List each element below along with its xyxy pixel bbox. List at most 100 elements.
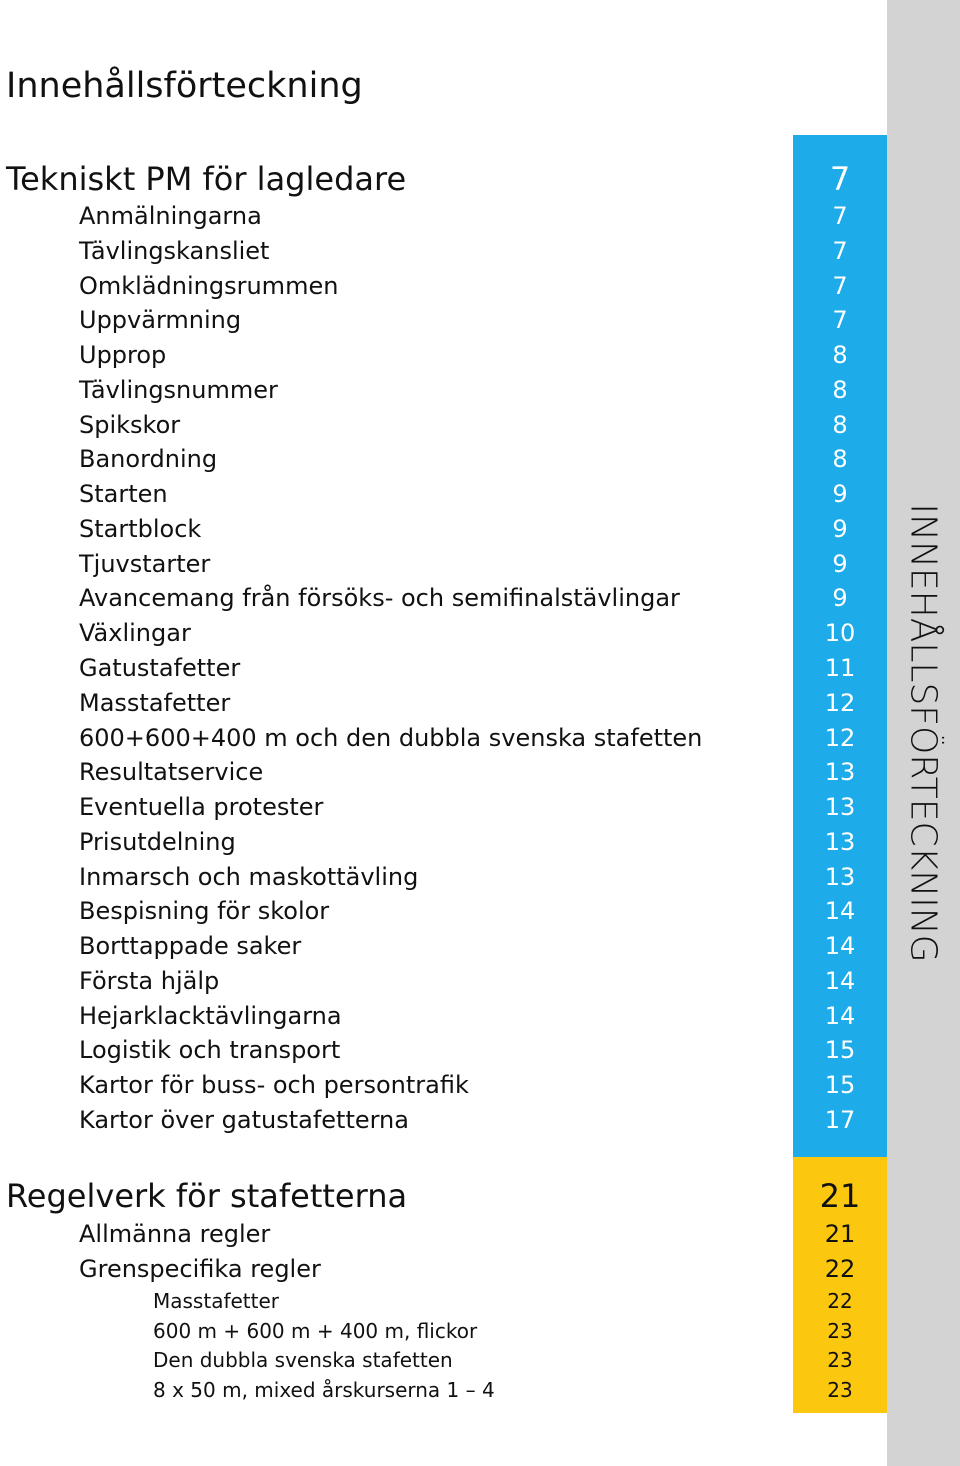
toc-subentry[interactable]: 600 m + 600 m + 400 m, flickor 23 <box>0 1317 860 1345</box>
toc-entry-page-number: 21 <box>824 1220 856 1248</box>
toc-entry-label: Uppvärmning <box>79 306 242 335</box>
toc-subentry[interactable]: 8 x 50 m, mixed årskurserna 1 – 4 23 <box>0 1376 860 1404</box>
toc-entry-page-number: 8 <box>832 341 848 370</box>
toc-entry[interactable]: Tävlingskansliet 7 <box>0 234 860 268</box>
toc-entry[interactable]: Kartor för buss- och persontrafik 15 <box>0 1068 860 1102</box>
toc-entry-label: Kartor för buss- och persontrafik <box>79 1071 469 1100</box>
toc-entry[interactable]: Spikskor 8 <box>0 408 860 442</box>
toc-entry[interactable]: Masstafetter 12 <box>0 686 860 720</box>
toc-entry[interactable]: Anmälningarna 7 <box>0 199 860 233</box>
toc-entry-label: 600+600+400 m och den dubbla svenska sta… <box>79 723 703 752</box>
toc-entry-label: Starten <box>79 480 168 509</box>
toc-entry-page-number: 9 <box>832 584 848 613</box>
toc-entry-page-number: 9 <box>832 514 848 543</box>
toc-entry[interactable]: Uppvärmning 7 <box>0 303 860 337</box>
toc-entry-page-number: 13 <box>824 827 856 856</box>
toc-entry-label: Omklädningsrummen <box>79 271 339 300</box>
toc-entry-page-number: 12 <box>824 688 856 717</box>
toc-subentry-label: 8 x 50 m, mixed årskurserna 1 – 4 <box>153 1378 495 1403</box>
toc-entry[interactable]: Gatustafetter 11 <box>0 651 860 685</box>
toc-entry[interactable]: Allmänna regler 21 <box>0 1217 860 1251</box>
toc-entry-label: Kartor över gatustafetterna <box>79 1106 409 1135</box>
toc-entry-page-number: 8 <box>832 410 848 439</box>
toc-entry-page-number: 22 <box>824 1255 856 1283</box>
toc-entry[interactable]: Första hjälp 14 <box>0 964 860 998</box>
toc-entry[interactable]: Bespisning för skolor 14 <box>0 894 860 928</box>
section-heading[interactable]: Tekniskt PM för lagledare 7 <box>0 159 860 199</box>
toc-entry-page-number: 14 <box>824 932 856 961</box>
toc-entry-page-number: 8 <box>832 445 848 474</box>
toc-entry-page-number: 9 <box>832 480 848 509</box>
toc-entry[interactable]: Banordning 8 <box>0 442 860 476</box>
page-title: Innehållsförteckning <box>6 66 363 106</box>
toc-entry-page-number: 13 <box>824 793 856 822</box>
section-heading-page-number: 7 <box>829 160 851 198</box>
toc-entry-label: Tävlingskansliet <box>79 236 270 265</box>
toc-entry-label: Avancemang från försöks- och semifinalst… <box>79 584 680 613</box>
toc-entry-label: Masstafetter <box>79 688 231 717</box>
toc-entry-label: Startblock <box>79 514 202 543</box>
toc-entry-page-number: 13 <box>824 862 856 891</box>
toc-entry[interactable]: Upprop 8 <box>0 338 860 372</box>
toc-entry[interactable]: Borttappade saker 14 <box>0 929 860 963</box>
toc-entry-page-number: 11 <box>824 654 856 682</box>
toc-subentry-label: Den dubbla svenska stafetten <box>153 1348 453 1373</box>
toc-subentry-page-number: 22 <box>827 1289 853 1313</box>
toc-entry-page-number: 7 <box>832 306 848 335</box>
toc-entry-label: Upprop <box>79 341 167 370</box>
toc-entry[interactable]: Växlingar 10 <box>0 616 860 650</box>
toc-entry-page-number: 17 <box>824 1106 856 1135</box>
toc-entry-label: Inmarsch och maskottävling <box>79 862 419 891</box>
toc-entry-page-number: 12 <box>824 723 856 752</box>
toc-subentry-page-number: 23 <box>827 1378 853 1403</box>
toc-entry-page-number: 10 <box>824 619 856 648</box>
toc-entry[interactable]: 600+600+400 m och den dubbla svenska sta… <box>0 721 860 755</box>
toc-subentry-page-number: 23 <box>827 1348 853 1373</box>
toc-entry-page-number: 14 <box>824 966 856 995</box>
toc-entry-page-number: 7 <box>832 236 848 265</box>
toc-entry-page-number: 14 <box>824 897 856 926</box>
toc-entry[interactable]: Tjuvstarter 9 <box>0 547 860 581</box>
toc-entry[interactable]: Tävlingsnummer 8 <box>0 373 860 407</box>
toc-entry-label: Anmälningarna <box>79 202 262 230</box>
toc-subentry[interactable]: Den dubbla svenska stafetten 23 <box>0 1346 860 1374</box>
toc-entry[interactable]: Grenspecifika regler 22 <box>0 1252 860 1286</box>
toc-entry-label: Första hjälp <box>79 966 220 995</box>
toc-entry-label: Prisutdelning <box>79 827 236 856</box>
toc-entry-label: Tävlingsnummer <box>79 375 278 404</box>
toc-entry-label: Eventuella protester <box>79 793 324 822</box>
toc-entry-label: Växlingar <box>79 619 191 648</box>
section-heading-label: Regelverk för stafetterna <box>6 1177 408 1215</box>
toc-entry[interactable]: Hejarklacktävlingarna 14 <box>0 999 860 1033</box>
toc-entry[interactable]: Eventuella protester 13 <box>0 790 860 824</box>
toc-entry-label: Hejarklacktävlingarna <box>79 1001 342 1030</box>
page-column-blue <box>793 135 887 1157</box>
toc-entry-label: Tjuvstarter <box>79 549 211 578</box>
toc-entry[interactable]: Logistik och transport 15 <box>0 1033 860 1067</box>
toc-entry-page-number: 14 <box>824 1001 856 1030</box>
toc-entry[interactable]: Avancemang från försöks- och semifinalst… <box>0 581 860 615</box>
toc-entry[interactable]: Startblock 9 <box>0 512 860 546</box>
section-heading-page-number: 21 <box>819 1177 861 1215</box>
toc-entry-label: Resultatservice <box>79 758 264 787</box>
toc-entry[interactable]: Inmarsch och maskottävling 13 <box>0 860 860 894</box>
toc-entry[interactable]: Resultatservice 13 <box>0 755 860 789</box>
side-label: INNEHÅLLSFÖRTECKNING <box>902 503 944 963</box>
toc-subentry[interactable]: Masstafetter 22 <box>0 1287 860 1315</box>
section-heading-label: Tekniskt PM för lagledare <box>6 160 407 198</box>
toc-entry-label: Bespisning för skolor <box>79 897 330 926</box>
toc-subentry-label: 600 m + 600 m + 400 m, flickor <box>153 1318 478 1343</box>
toc-entry-page-number: 15 <box>824 1071 856 1100</box>
toc-entry[interactable]: Kartor över gatustafetterna 17 <box>0 1103 860 1137</box>
toc-entry[interactable]: Prisutdelning 13 <box>0 825 860 859</box>
toc-entry-label: Logistik och transport <box>79 1036 341 1065</box>
section-heading[interactable]: Regelverk för stafetterna 21 <box>0 1176 860 1216</box>
side-strip <box>887 0 960 1466</box>
toc-entry-page-number: 13 <box>824 758 856 787</box>
page-column-yellow <box>793 1157 887 1413</box>
toc-entry[interactable]: Omklädningsrummen 7 <box>0 269 860 303</box>
toc-entry-label: Allmänna regler <box>79 1220 271 1248</box>
toc-entry-label: Banordning <box>79 445 218 474</box>
toc-entry[interactable]: Starten 9 <box>0 477 860 511</box>
toc-entry-page-number: 8 <box>832 375 848 404</box>
